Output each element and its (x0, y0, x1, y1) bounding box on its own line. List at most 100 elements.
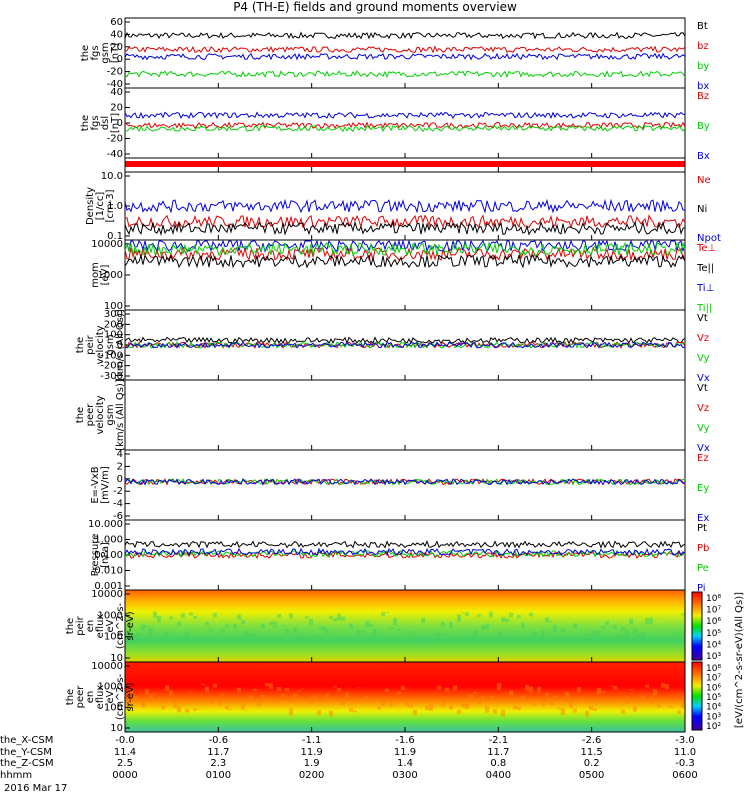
colorbar-0 (691, 591, 703, 661)
panel-0-trace-1 (124, 45, 686, 54)
panel-4-ylabel: mom[eV] (90, 262, 111, 288)
colorbar-1 (691, 661, 703, 731)
panel-9-spec-cell (125, 639, 129, 644)
panel-9-spec-cell (413, 637, 417, 643)
panel-8-ytick-label: 10.000 (88, 519, 123, 530)
panel-10-spec-cell (185, 708, 189, 713)
panel-7-ytick-label: 2 (117, 461, 123, 472)
panel-4-ytick-label: 10000 (91, 239, 123, 250)
z-csm-tick-label: 2.5 (117, 758, 133, 769)
panel-10-spec-cell (293, 693, 297, 700)
panel-10-spec-cell (497, 683, 501, 690)
z-csm-tick-label: 1.9 (303, 758, 320, 769)
y-csm-tick-label: 11.0 (673, 746, 697, 758)
colorbar-1-tick: 10² (706, 722, 721, 732)
panel-9-spec-cell (345, 636, 349, 640)
panel-10-spec-cell (225, 705, 229, 710)
colorbar-1-tick: 10⁵ (706, 693, 721, 703)
panel-9-spec-cell (297, 635, 301, 640)
panel-9-spec-cell (457, 614, 461, 622)
panel-9-spec-cell (389, 627, 393, 629)
panel-9-spec-cell (261, 623, 265, 628)
panel-9-spec-cell (221, 629, 225, 633)
panel-10-spec-cell (245, 710, 249, 712)
panel-1-ytick-label: 20 (110, 103, 123, 114)
panel-9-spec-cell (269, 621, 273, 626)
x-csm-tick-label: -0.6 (208, 735, 229, 746)
panel-8-legend-1: Pb (697, 543, 709, 554)
panel-9-spec-cell (385, 612, 389, 613)
panel-9-spec-cell (233, 623, 237, 629)
panel-10-spec-cell (221, 694, 225, 696)
panel-5-legend-0: Vt (697, 313, 708, 324)
panel-5-legend-1: Vz (697, 333, 709, 344)
panel-9-spec-cell (637, 635, 641, 637)
panel-9-spec-cell (509, 612, 513, 618)
panel-9-spec-cell (605, 621, 609, 626)
panel-9-spec-cell (649, 617, 653, 625)
panel-9-spec-cell (205, 621, 209, 626)
panel-10-spec-cell (313, 695, 317, 698)
panel-10-spec-cell (641, 695, 645, 703)
panel-8-trace-2 (124, 549, 686, 558)
colorbar-0-tick: 10⁴ (706, 640, 721, 650)
panel-9-spec-cell (633, 628, 637, 634)
panel-6-legend-0: Vt (697, 383, 708, 394)
panel-10-spec-cell (357, 687, 361, 689)
panel-10-spec-cell (453, 685, 457, 691)
panel-10-spec-cell (205, 686, 209, 692)
panel-10-spec-cell (305, 697, 309, 699)
panel-1-ytick-label: -20 (107, 134, 123, 145)
panel-10-spec-cell (213, 683, 217, 688)
panel-9-spec-cell (313, 635, 317, 639)
panel-10-spec-cell (429, 703, 433, 711)
panel-9-spec-cell (477, 614, 481, 618)
panel-9-spec-cell (249, 634, 253, 640)
z-csm-label: the_Z-CSM (0, 758, 54, 769)
panel-9-spec-cell (213, 612, 217, 618)
panel-5-legend-3: Vx (697, 373, 710, 384)
panel-9-spec-cell (441, 621, 445, 627)
panel-9-spec-cell (177, 621, 181, 626)
panel-6-ylabel: thepeervelocitygsm[km/s (All Qs)] (75, 379, 126, 451)
panel-9-spec-cell (145, 625, 149, 628)
panel-10-spectrogram (125, 662, 685, 732)
panel-9-spec-cell (513, 631, 517, 632)
panel-10-spec-cell (173, 701, 177, 709)
panel-10-spec-cell (677, 710, 681, 714)
colorbar-0-tick: 10³ (706, 652, 721, 662)
panel-9-ytick-label: 10000 (91, 589, 123, 600)
panel-9-spec-cell (325, 628, 329, 634)
panel-9-spec-cell (445, 634, 449, 636)
panel-0-frame (124, 17, 686, 89)
panel-10-spec-cell (197, 708, 201, 710)
panel-9-spec-cell (241, 619, 245, 624)
panel-10-spec-cell (637, 698, 641, 700)
panel-9-spec-cell (333, 618, 337, 622)
panel-9-spec-cell (657, 639, 661, 641)
panel-10-spec-cell (145, 689, 149, 695)
panel-9-spec-cell (601, 626, 605, 629)
panel-9-spec-cell (305, 616, 309, 619)
panel-4-trace-1 (124, 253, 686, 269)
panel-3-trace-2 (124, 198, 686, 214)
panel-4-ytick-label: 100 (104, 301, 123, 312)
panel-9-spec-cell (189, 612, 193, 616)
panel-3-trace-1 (124, 220, 686, 237)
panel-9-spec-cell (473, 630, 477, 638)
hhmm-label: hhmm (0, 769, 33, 781)
panel-5-ytick-label: -200 (100, 361, 123, 372)
panel-10-spec-cell (253, 688, 257, 692)
panel-0-legend-3: bx (697, 81, 709, 92)
panel-7-ytick-label: 4 (117, 449, 123, 460)
panel-9-spec-cell (321, 626, 325, 631)
panel-7-legend-0: Ez (697, 453, 709, 464)
panel-9-spec-cell (133, 634, 137, 641)
panel-9-spec-cell (193, 616, 197, 619)
panel-8-trace-0 (124, 540, 686, 549)
panel-9-spec-cell (149, 628, 153, 635)
panel-0-trace-3 (124, 52, 686, 61)
panel-9-spec-cell (425, 635, 429, 639)
panel-9-spec-cell (625, 630, 629, 638)
